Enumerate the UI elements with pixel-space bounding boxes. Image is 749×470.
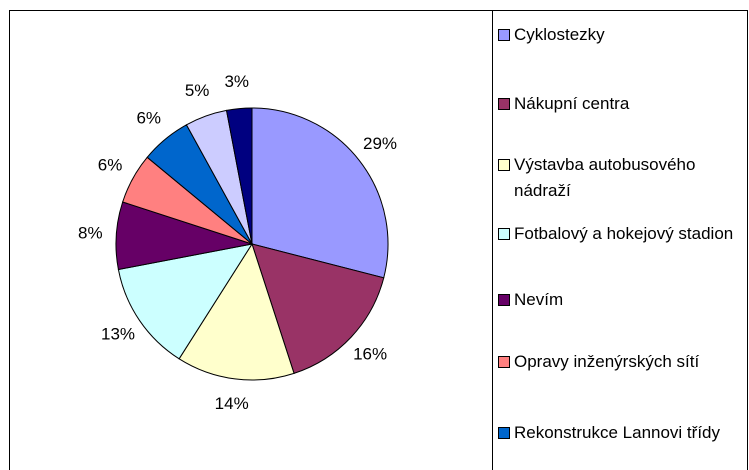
legend-label: Fotbalový a hokejový stadion	[514, 224, 734, 243]
slice-label: 13%	[101, 325, 135, 344]
legend-swatch	[498, 228, 510, 240]
legend-item: Fotbalový a hokejový stadion	[498, 221, 749, 247]
slice-label: 5%	[185, 81, 210, 100]
legend-label: Cyklostezky	[514, 25, 605, 44]
legend-label: Nevím	[514, 290, 564, 309]
slice-label: 14%	[215, 394, 249, 413]
slice-label: 6%	[136, 109, 161, 128]
legend-item: Cyklostezky	[498, 22, 749, 48]
pie-slice	[225, 107, 253, 245]
slice-label: 3%	[224, 72, 249, 91]
legend-swatch	[498, 159, 510, 171]
legend-item: Nákupní centra	[498, 91, 749, 117]
legend-swatch	[498, 356, 510, 368]
pie-slice	[251, 107, 389, 279]
legend-frame	[492, 10, 748, 470]
legend-label: Výstavba autobusového nádraží	[514, 155, 696, 200]
legend-swatch	[498, 294, 510, 306]
slice-label: 29%	[363, 134, 397, 153]
legend-label: Nákupní centra	[514, 94, 630, 113]
slice-label: 6%	[98, 155, 123, 174]
legend-swatch	[498, 98, 510, 110]
slice-label: 16%	[353, 344, 387, 363]
legend-swatch	[498, 29, 510, 41]
legend-item: Nevím	[498, 287, 749, 313]
legend-item: Opravy inženýrských sítí	[498, 349, 749, 375]
legend-item: Výstavba autobusového nádraží	[498, 152, 749, 204]
pie-slice	[117, 243, 254, 360]
slice-label: 8%	[78, 223, 103, 242]
legend-label: Opravy inženýrských sítí	[514, 352, 700, 371]
pie-slice	[178, 242, 295, 381]
legend-swatch	[498, 427, 510, 439]
legend-item: Rekonstrukce Lannovi třídy	[498, 420, 749, 446]
legend-label: Rekonstrukce Lannovi třídy	[514, 423, 720, 442]
pie-slice	[251, 243, 385, 374]
